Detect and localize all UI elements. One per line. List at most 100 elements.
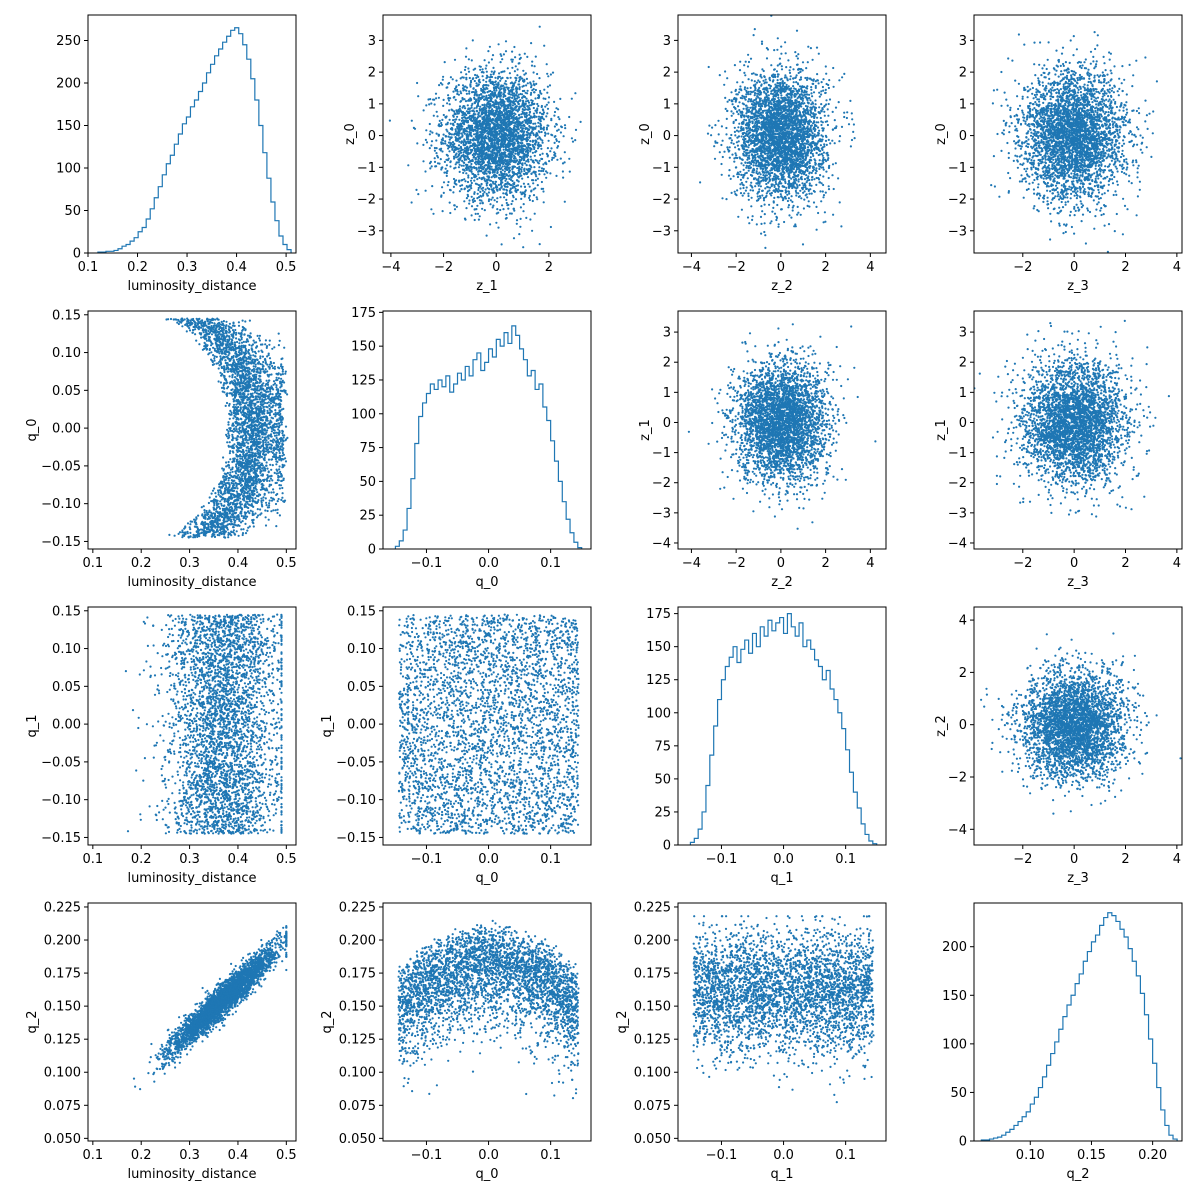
scatter-point — [776, 75, 779, 78]
plot-area — [97, 27, 292, 253]
scatter-point — [431, 131, 434, 134]
scatter-point — [525, 114, 529, 117]
scatter-point — [469, 84, 472, 87]
scatter-point — [546, 107, 550, 110]
scatter-point — [542, 190, 545, 193]
scatter-point — [820, 103, 823, 106]
scatter-point — [503, 114, 506, 117]
scatter-point — [534, 179, 538, 182]
scatter-point — [548, 84, 552, 87]
scatter-point — [797, 211, 800, 214]
scatter-point — [468, 90, 471, 93]
scatter-point — [757, 184, 760, 187]
scatter-point — [447, 135, 450, 138]
scatter-point — [478, 133, 481, 136]
scatter-point — [544, 105, 547, 108]
scatter-point — [493, 199, 496, 202]
scatter-point — [498, 173, 501, 176]
scatter-point — [525, 137, 528, 140]
scatter-point — [547, 101, 550, 104]
scatter-point — [497, 145, 500, 148]
scatter-point — [531, 229, 534, 232]
scatter-point — [485, 109, 488, 112]
scatter-point — [493, 161, 496, 164]
scatter-point — [466, 193, 469, 196]
scatter-point — [827, 83, 830, 87]
scatter-point — [428, 122, 431, 126]
scatter-point — [556, 146, 559, 149]
scatter-point — [547, 139, 550, 142]
scatter-point — [523, 52, 526, 55]
scatter-point — [530, 64, 534, 67]
scatter-point — [539, 91, 542, 94]
scatter-point — [439, 82, 442, 85]
scatter-point — [451, 147, 454, 150]
scatter-point — [455, 139, 459, 142]
scatter-point — [476, 149, 479, 152]
scatter-point — [511, 148, 514, 151]
scatter-point — [726, 100, 729, 103]
scatter-point — [489, 132, 492, 136]
scatter-point — [545, 63, 548, 66]
scatter-point — [522, 246, 525, 249]
scatter-point — [488, 45, 491, 48]
scatter-point — [534, 122, 537, 125]
scatter-point — [568, 170, 571, 173]
scatter-point — [501, 121, 504, 124]
scatter-point — [481, 103, 484, 107]
scatter-point — [461, 159, 464, 162]
scatter-point — [466, 127, 469, 130]
scatter-point — [430, 102, 433, 105]
scatter-point — [523, 156, 526, 159]
scatter-point — [480, 71, 483, 74]
scatter-point — [747, 146, 750, 149]
scatter-point — [539, 122, 542, 125]
scatter-point — [814, 86, 817, 89]
scatter-point — [785, 186, 788, 189]
scatter-point — [776, 37, 779, 40]
scatter-point — [513, 94, 516, 97]
scatter-point — [770, 220, 773, 223]
scatter-point — [480, 139, 483, 142]
scatter-point — [488, 114, 491, 117]
scatter-point — [794, 189, 798, 193]
scatter-point — [503, 70, 506, 73]
scatter-point — [499, 79, 502, 82]
scatter-point — [460, 92, 463, 95]
scatter-point — [478, 127, 481, 130]
scatter-point — [768, 176, 771, 179]
scatter-point — [477, 162, 480, 165]
scatter-point — [489, 203, 492, 206]
scatter-point — [505, 159, 508, 162]
scatter-point — [507, 106, 510, 109]
scatter-point — [515, 90, 518, 93]
scatter-point — [506, 182, 509, 185]
scatter-point — [532, 133, 535, 136]
scatter-point — [499, 119, 502, 122]
scatter-point — [526, 151, 530, 155]
scatter-point — [480, 178, 483, 181]
scatter-point — [518, 105, 521, 108]
scatter-point — [482, 79, 485, 82]
scatter-point — [465, 149, 468, 152]
scatter-point — [527, 158, 530, 161]
scatter-point — [521, 124, 525, 127]
x-tick-label: −4 — [381, 260, 400, 275]
scatter-point — [474, 73, 477, 77]
scatter-point — [500, 105, 503, 108]
scatter-point — [497, 117, 501, 120]
scatter-point — [481, 125, 484, 128]
scatter-point — [504, 40, 508, 43]
scatter-point — [742, 135, 746, 139]
scatter-point — [502, 92, 505, 95]
scatter-point — [538, 25, 541, 28]
scatter-point — [473, 101, 476, 104]
scatter-point — [476, 192, 479, 195]
scatter-point — [458, 118, 461, 121]
scatter-point — [451, 78, 454, 81]
scatter-point — [477, 113, 480, 116]
scatter-point — [795, 81, 798, 84]
scatter-point — [485, 104, 488, 107]
scatter-point — [463, 157, 466, 160]
scatter-point — [485, 192, 488, 195]
